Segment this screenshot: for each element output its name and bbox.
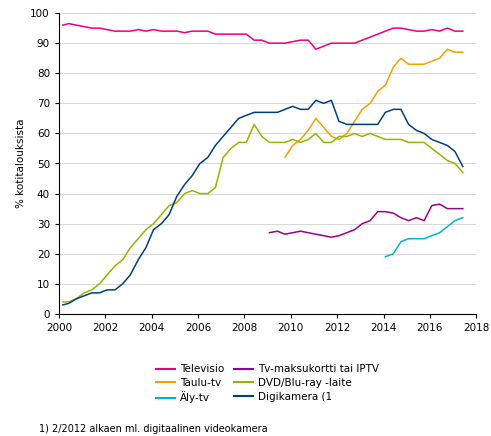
Taulu-tv <box>436 56 442 61</box>
Tv-maksukortti tai IPTV <box>290 230 296 235</box>
Tv-maksukortti tai IPTV <box>359 221 365 226</box>
Taulu-tv <box>375 89 381 94</box>
Taulu-tv <box>367 101 373 106</box>
Taulu-tv <box>452 50 458 55</box>
Taulu-tv <box>406 61 411 67</box>
Line: Televisio: Televisio <box>63 24 463 49</box>
Taulu-tv <box>460 50 466 55</box>
Tv-maksukortti tai IPTV <box>382 209 388 214</box>
Äly-tv <box>413 236 419 242</box>
Tv-maksukortti tai IPTV <box>390 211 396 216</box>
Tv-maksukortti tai IPTV <box>321 233 327 238</box>
Televisio <box>336 41 342 46</box>
DVD/Blu-ray -laite <box>321 140 327 145</box>
Tv-maksukortti tai IPTV <box>328 235 334 240</box>
Taulu-tv <box>359 107 365 112</box>
Tv-maksukortti tai IPTV <box>375 209 381 214</box>
Tv-maksukortti tai IPTV <box>336 233 342 238</box>
Line: Äly-tv: Äly-tv <box>385 218 463 257</box>
Line: Digikamera (1: Digikamera (1 <box>63 100 463 305</box>
Tv-maksukortti tai IPTV <box>444 206 450 211</box>
Äly-tv <box>444 224 450 229</box>
Tv-maksukortti tai IPTV <box>274 228 280 234</box>
Tv-maksukortti tai IPTV <box>352 227 357 232</box>
Televisio <box>313 47 319 52</box>
DVD/Blu-ray -laite <box>251 122 257 127</box>
Äly-tv <box>452 218 458 223</box>
Digikamera (1 <box>321 101 327 106</box>
Taulu-tv <box>321 125 327 130</box>
Digikamera (1 <box>460 164 466 169</box>
Digikamera (1 <box>421 131 427 136</box>
Tv-maksukortti tai IPTV <box>305 230 311 235</box>
DVD/Blu-ray -laite <box>460 170 466 175</box>
Taulu-tv <box>298 137 303 142</box>
Televisio <box>66 21 72 26</box>
DVD/Blu-ray -laite <box>60 299 66 304</box>
Televisio <box>328 41 334 46</box>
Televisio <box>174 28 180 34</box>
DVD/Blu-ray -laite <box>375 134 381 139</box>
Tv-maksukortti tai IPTV <box>452 206 458 211</box>
Taulu-tv <box>282 155 288 160</box>
Line: Taulu-tv: Taulu-tv <box>285 49 463 157</box>
Äly-tv <box>382 254 388 259</box>
Taulu-tv <box>313 116 319 121</box>
Taulu-tv <box>413 61 419 67</box>
Tv-maksukortti tai IPTV <box>267 230 273 235</box>
DVD/Blu-ray -laite <box>421 140 427 145</box>
Tv-maksukortti tai IPTV <box>413 215 419 220</box>
Taulu-tv <box>344 131 350 136</box>
Tv-maksukortti tai IPTV <box>344 230 350 235</box>
Taulu-tv <box>305 128 311 133</box>
Taulu-tv <box>352 119 357 124</box>
Taulu-tv <box>421 61 427 67</box>
Digikamera (1 <box>60 302 66 307</box>
Digikamera (1 <box>375 122 381 127</box>
Digikamera (1 <box>166 212 172 217</box>
Tv-maksukortti tai IPTV <box>313 232 319 237</box>
Digikamera (1 <box>298 107 303 112</box>
Text: 1) 2/2012 alkaen ml. digitaalinen videokamera: 1) 2/2012 alkaen ml. digitaalinen videok… <box>39 424 268 434</box>
Televisio <box>298 37 303 43</box>
Legend: Televisio, Taulu-tv, Äly-tv, Tv-maksukortti tai IPTV, DVD/Blu-ray -laite, Digika: Televisio, Taulu-tv, Äly-tv, Tv-maksukor… <box>156 364 380 403</box>
Televisio <box>60 23 66 28</box>
Taulu-tv <box>328 134 334 139</box>
Äly-tv <box>421 236 427 242</box>
Taulu-tv <box>390 65 396 70</box>
Äly-tv <box>390 251 396 256</box>
Tv-maksukortti tai IPTV <box>460 206 466 211</box>
Tv-maksukortti tai IPTV <box>398 215 404 220</box>
Äly-tv <box>429 233 435 238</box>
Digikamera (1 <box>290 104 296 109</box>
Line: Tv-maksukortti tai IPTV: Tv-maksukortti tai IPTV <box>270 204 463 237</box>
Tv-maksukortti tai IPTV <box>298 228 303 234</box>
Digikamera (1 <box>313 98 319 103</box>
Televisio <box>460 28 466 34</box>
DVD/Blu-ray -laite <box>166 203 172 208</box>
Tv-maksukortti tai IPTV <box>436 201 442 207</box>
Tv-maksukortti tai IPTV <box>282 232 288 237</box>
Taulu-tv <box>336 137 342 142</box>
Taulu-tv <box>429 58 435 64</box>
DVD/Blu-ray -laite <box>298 140 303 145</box>
Taulu-tv <box>290 143 296 148</box>
Taulu-tv <box>398 56 404 61</box>
Taulu-tv <box>382 83 388 88</box>
Y-axis label: % kotitalouksista: % kotitalouksista <box>16 119 26 208</box>
DVD/Blu-ray -laite <box>305 137 311 142</box>
Äly-tv <box>460 215 466 220</box>
Äly-tv <box>406 236 411 242</box>
Tv-maksukortti tai IPTV <box>367 218 373 223</box>
Taulu-tv <box>444 47 450 52</box>
Äly-tv <box>398 239 404 244</box>
Line: DVD/Blu-ray -laite: DVD/Blu-ray -laite <box>63 124 463 302</box>
Tv-maksukortti tai IPTV <box>406 218 411 223</box>
Televisio <box>382 28 388 34</box>
Äly-tv <box>436 230 442 235</box>
Televisio <box>305 37 311 43</box>
Tv-maksukortti tai IPTV <box>421 218 427 223</box>
Tv-maksukortti tai IPTV <box>429 203 435 208</box>
